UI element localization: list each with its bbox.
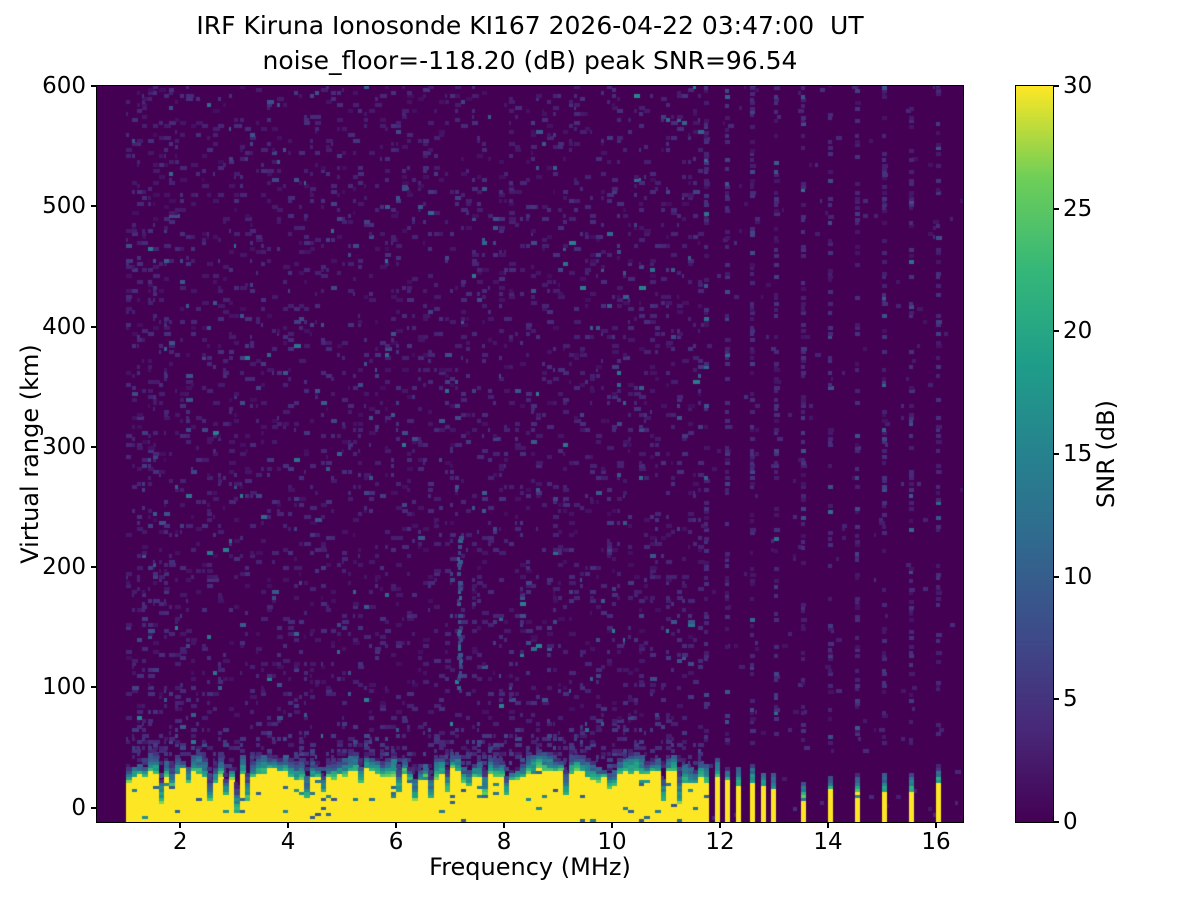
tick-mark [91, 205, 96, 208]
tick-label: 10 [1063, 563, 1093, 590]
tick-mark [719, 823, 722, 828]
plot-area [96, 85, 964, 823]
tick-label: 6 [388, 829, 404, 855]
tick-label: 25 [1063, 195, 1093, 222]
tick-mark [287, 823, 290, 828]
tick-label: 4 [280, 829, 296, 855]
colorbar-canvas [1016, 86, 1053, 822]
colorbar-label: SNR (dB) [1092, 400, 1120, 508]
tick-mark [935, 823, 937, 828]
x-axis-label: Frequency (MHz) [429, 853, 631, 881]
tick-label: 500 [42, 193, 86, 220]
tick-label: 0 [1063, 809, 1078, 835]
tick-mark [1054, 698, 1059, 701]
tick-mark [1054, 575, 1059, 578]
tick-mark [1054, 330, 1059, 333]
tick-mark [91, 566, 96, 569]
tick-mark [1054, 207, 1059, 210]
tick-label: 8 [496, 829, 512, 855]
tick-mark [503, 823, 506, 828]
tick-mark [1054, 453, 1059, 455]
tick-label: 2 [172, 829, 188, 855]
tick-mark [91, 686, 96, 689]
tick-mark [611, 823, 614, 828]
tick-label: 30 [1063, 73, 1093, 99]
tick-mark [179, 823, 182, 828]
tick-label: 15 [1063, 441, 1093, 467]
tick-label: 300 [42, 433, 86, 460]
tick-label: 200 [42, 554, 86, 581]
tick-label: 14 [813, 829, 843, 855]
tick-label: 600 [42, 73, 86, 99]
tick-mark [827, 823, 830, 828]
tick-label: 20 [1063, 318, 1093, 345]
tick-mark [91, 806, 96, 809]
tick-mark [395, 823, 398, 828]
tick-label: 12 [705, 829, 735, 855]
y-axis-label: Virtual range (km) [16, 344, 44, 564]
chart-title-line2: noise_floor=-118.20 (dB) peak SNR=96.54 [262, 46, 798, 75]
tick-label: 10 [597, 829, 627, 855]
colorbar [1015, 85, 1054, 823]
tick-label: 16 [921, 829, 951, 855]
tick-label: 400 [42, 313, 86, 340]
chart-title-line1: IRF Kiruna Ionosonde KI167 2026-04-22 03… [196, 11, 864, 40]
tick-label: 5 [1063, 686, 1078, 713]
tick-label: 0 [71, 794, 86, 821]
heatmap-canvas [97, 86, 963, 822]
tick-mark [91, 445, 96, 448]
tick-label: 100 [42, 674, 86, 701]
tick-mark [1054, 85, 1059, 87]
tick-mark [91, 325, 96, 328]
tick-mark [91, 85, 96, 87]
tick-mark [1054, 821, 1059, 823]
